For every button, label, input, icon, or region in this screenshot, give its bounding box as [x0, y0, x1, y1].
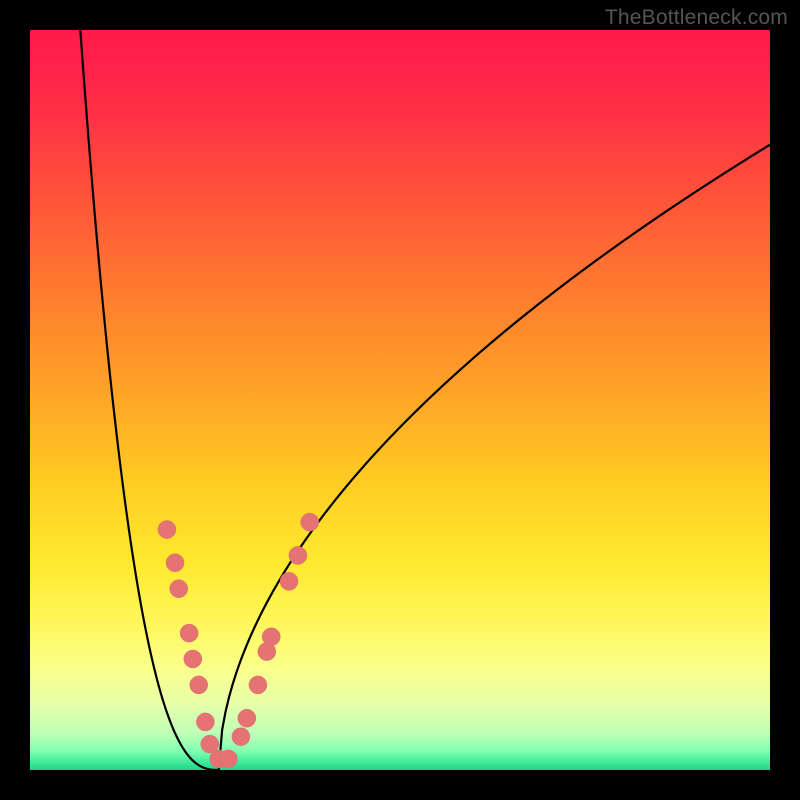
data-marker	[238, 709, 256, 727]
data-marker	[262, 628, 280, 646]
chart-container: TheBottleneck.com	[0, 0, 800, 800]
data-marker	[170, 580, 188, 598]
watermark-text: TheBottleneck.com	[605, 6, 788, 30]
data-marker	[158, 521, 176, 539]
data-marker	[184, 650, 202, 668]
plot-svg	[30, 30, 770, 770]
data-marker	[232, 728, 250, 746]
data-marker	[301, 513, 319, 531]
data-marker	[166, 554, 184, 572]
plot-area	[30, 30, 770, 770]
data-marker	[280, 572, 298, 590]
data-marker	[219, 750, 237, 768]
gradient-background	[30, 30, 770, 770]
data-marker	[190, 676, 208, 694]
data-marker	[180, 624, 198, 642]
data-marker	[196, 713, 214, 731]
data-marker	[289, 546, 307, 564]
data-marker	[249, 676, 267, 694]
